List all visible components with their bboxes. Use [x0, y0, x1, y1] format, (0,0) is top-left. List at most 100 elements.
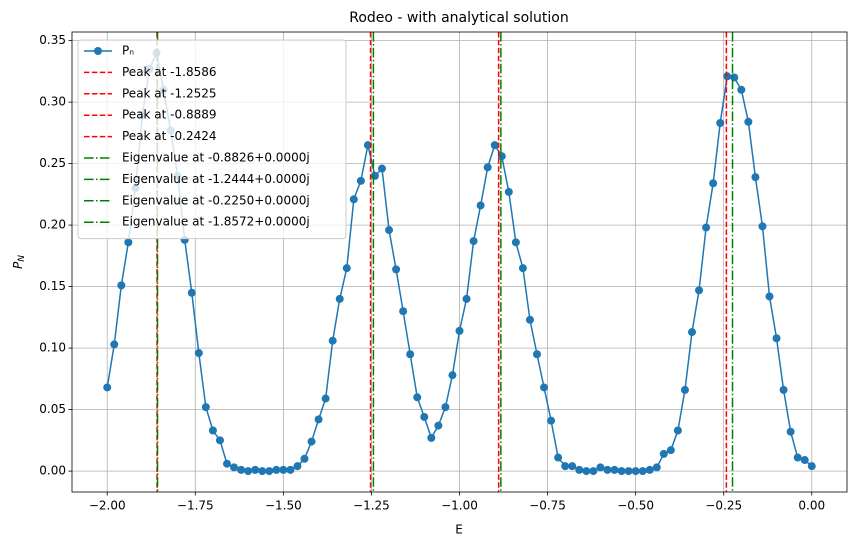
data-point	[765, 292, 774, 301]
data-point	[469, 237, 478, 246]
data-point	[187, 288, 196, 297]
data-point	[779, 385, 788, 394]
data-point	[807, 462, 816, 471]
data-point	[603, 465, 612, 474]
chart-title: Rodeo - with analytical solution	[349, 10, 568, 26]
y-axis-label: PN	[11, 255, 27, 269]
y-tick-label: 0.30	[39, 95, 66, 109]
x-axis-label: E	[455, 523, 463, 537]
data-point	[103, 383, 112, 392]
data-point	[568, 462, 577, 471]
x-tick-label: −1.00	[441, 499, 478, 513]
data-point	[307, 437, 316, 446]
data-point	[659, 449, 668, 458]
data-point	[518, 264, 527, 273]
data-point	[392, 265, 401, 274]
data-point	[589, 467, 598, 476]
data-point	[652, 463, 661, 472]
data-point	[709, 179, 718, 188]
data-point	[321, 394, 330, 403]
data-point	[695, 286, 704, 295]
y-tick-label: 0.25	[39, 156, 66, 170]
data-point	[406, 350, 415, 359]
data-point	[251, 465, 260, 474]
y-tick-label: 0.05	[39, 402, 66, 416]
data-point	[244, 467, 253, 476]
data-point	[293, 462, 302, 471]
x-tick-label: −1.25	[353, 499, 390, 513]
legend-label: Pₙ	[122, 44, 134, 58]
legend-label: Peak at -1.2525	[122, 86, 217, 100]
legend-label: Peak at -0.2424	[122, 129, 217, 143]
data-point	[744, 117, 753, 126]
data-point	[413, 393, 422, 402]
y-tick-label: 0.20	[39, 218, 66, 232]
data-point	[110, 340, 119, 349]
data-point	[314, 415, 323, 424]
data-point	[462, 294, 471, 303]
data-point	[490, 141, 499, 150]
legend-label: Eigenvalue at -0.2250+0.0000j	[122, 193, 310, 207]
data-point	[730, 73, 739, 82]
x-tick-label: −2.00	[89, 499, 126, 513]
data-point	[427, 433, 436, 442]
legend-box	[77, 39, 347, 240]
data-point	[279, 465, 288, 474]
data-point	[772, 334, 781, 343]
y-tick-label: 0.35	[39, 33, 66, 47]
data-point	[399, 307, 408, 316]
data-point	[511, 238, 520, 247]
data-point	[786, 427, 795, 436]
data-point	[286, 465, 295, 474]
legend-marker	[94, 47, 102, 55]
legend: Pₙ Peak at -1.8586 Peak at -1.2525 Peak at …	[77, 39, 347, 240]
plot-frame	[71, 31, 848, 493]
x-tick-label: −0.50	[617, 499, 654, 513]
data-point	[208, 426, 217, 435]
data-point	[272, 465, 281, 474]
data-point	[540, 383, 549, 392]
data-point	[265, 467, 274, 476]
y-axis-label-subscript: N	[17, 255, 27, 262]
data-point	[617, 467, 626, 476]
data-point	[124, 238, 133, 247]
data-point	[723, 72, 732, 81]
data-point	[434, 421, 443, 430]
data-point	[638, 467, 647, 476]
y-axis-label-base: P	[11, 261, 25, 269]
data-point	[702, 223, 711, 232]
data-point	[758, 222, 767, 231]
data-point	[525, 315, 534, 324]
x-tick-label: −0.25	[705, 499, 742, 513]
data-point	[793, 453, 802, 462]
legend-label: Eigenvalue at -1.2444+0.0000j	[122, 172, 310, 186]
data-point	[194, 349, 203, 358]
legend-label: Eigenvalue at -0.8826+0.0000j	[122, 151, 310, 165]
data-point	[215, 436, 224, 445]
data-point	[448, 371, 457, 380]
data-point	[596, 463, 605, 472]
legend-label: Peak at -0.8889	[122, 108, 217, 122]
data-point	[680, 385, 689, 394]
data-point	[237, 465, 246, 474]
data-point	[223, 459, 231, 468]
data-point	[547, 416, 556, 425]
legend-label: Eigenvalue at -1.8572+0.0000j	[122, 215, 310, 229]
data-point	[533, 350, 541, 359]
data-point	[300, 454, 309, 463]
data-point	[441, 403, 450, 412]
data-point	[645, 465, 654, 474]
y-tick-label: 0.00	[39, 464, 66, 478]
data-point	[673, 426, 682, 435]
data-point	[610, 465, 619, 474]
legend-label: Peak at -1.8586	[122, 65, 217, 79]
x-tick-label: −1.50	[265, 499, 302, 513]
data-point	[378, 164, 386, 173]
data-point	[666, 446, 675, 455]
data-point	[117, 281, 126, 290]
x-tick-label: 0.00	[798, 499, 825, 513]
data-point	[455, 326, 464, 335]
data-point	[476, 201, 485, 210]
